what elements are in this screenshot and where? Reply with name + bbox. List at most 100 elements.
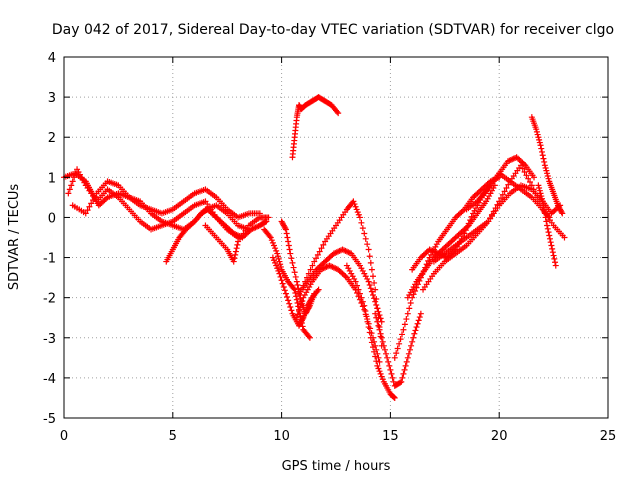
data-point [299,316,306,323]
data-point [287,304,294,311]
data-point [334,108,341,115]
data-point [277,263,284,270]
data-point [272,245,279,252]
data-point [279,280,286,287]
data-point [541,210,548,217]
data-point [286,300,293,307]
data-point [365,246,372,253]
data-point [281,287,288,294]
data-point [373,296,380,303]
x-tick-label: 20 [491,429,508,444]
data-point [535,182,542,189]
data-point [293,296,300,303]
data-point [90,197,97,204]
y-tick-label: -2 [43,292,56,307]
data-point [417,310,424,317]
data-point [231,255,238,262]
data-point [285,238,292,245]
data-point [335,110,342,117]
data-point [379,376,386,383]
data-point [320,241,327,248]
data-point [519,165,526,172]
data-point [230,258,237,265]
data-point [270,242,277,249]
data-point [232,248,239,255]
data-point [267,234,274,241]
data-point [375,322,382,329]
y-axis-label: SDTVAR / TECUs [7,184,22,291]
data-point [558,209,565,216]
data-point [71,174,78,181]
data-point [403,316,410,323]
data-point [391,394,398,401]
data-point [541,206,548,213]
data-point [527,179,534,186]
data-point [404,354,411,361]
data-point [525,175,532,182]
data-point [309,262,316,269]
data-point [416,314,423,321]
data-point [412,287,419,294]
data-point [266,233,273,240]
data-point [407,300,414,307]
data-point [303,274,310,281]
data-point [406,346,413,353]
data-point [411,330,418,337]
data-point [397,379,404,386]
data-point [276,258,283,265]
data-point [391,354,398,361]
data-point [545,175,552,182]
x-tick-label: 5 [169,429,177,444]
data-point [273,262,280,269]
series-track-12 [343,262,398,401]
y-tick-label: 4 [48,51,56,66]
data-point [389,374,396,381]
data-point [544,222,551,229]
data-point [415,317,422,324]
data-point [549,245,556,252]
data-point [398,378,405,385]
data-point [373,302,380,309]
data-point [409,338,416,345]
data-point [368,339,375,346]
data-point [306,304,313,311]
data-point [537,142,544,149]
data-point [313,255,320,262]
axis-ticks: 0 5 10 15 20 25 -5 -4 -3 -2 -1 0 1 2 3 4 [43,51,616,444]
data-point [315,286,322,293]
data-point [465,220,472,227]
data-point [363,313,370,320]
data-point [314,287,321,294]
series-track-1 [61,170,263,221]
data-point [366,329,373,336]
data-point [546,232,553,239]
data-point [272,259,279,266]
data-point [536,187,543,194]
data-point [263,218,270,225]
data-point [367,259,374,266]
data-point [543,167,550,174]
data-point [375,365,382,372]
data-point [548,242,555,249]
data-point [400,326,407,333]
data-point [375,354,382,361]
data-point [372,286,379,293]
data-point [282,226,289,233]
data-point [400,370,407,377]
data-point [359,225,366,232]
data-point [403,358,410,365]
data-point [376,312,383,319]
series-track-15 [404,182,498,301]
series-track-13 [372,310,424,389]
data-point [384,354,391,361]
series-track-10 [293,262,383,365]
plot-frame [63,56,609,419]
data-point [356,214,363,221]
data-point [369,291,376,298]
data-point [383,350,390,357]
y-tick-label: 3 [48,91,56,106]
data-point [269,254,276,261]
data-point [541,162,548,169]
data-point [401,366,408,373]
